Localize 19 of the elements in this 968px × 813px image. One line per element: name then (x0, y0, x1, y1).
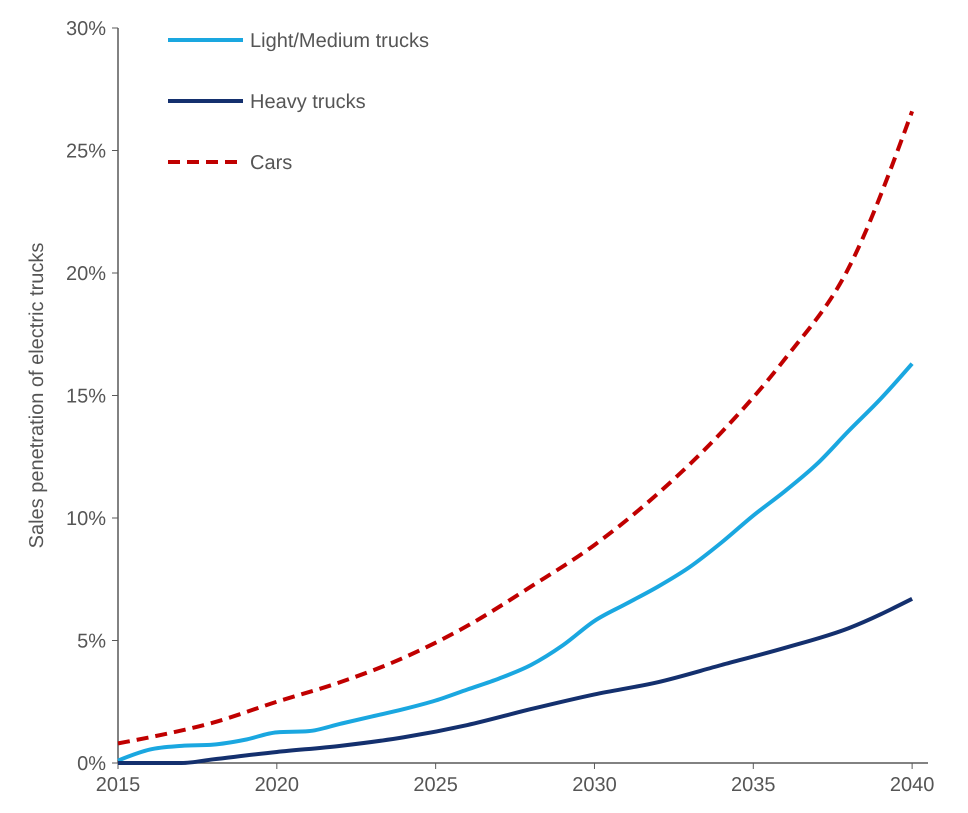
y-tick-label: 0% (77, 753, 106, 775)
line-series (116, 596, 914, 765)
y-tick-label: 25% (66, 140, 106, 162)
x-tick-label: 2040 (890, 774, 934, 796)
y-tick-label: 10% (66, 508, 106, 530)
x-tick-label: 2020 (254, 774, 300, 796)
y-tick-label: 15% (66, 386, 106, 408)
legend-label: Heavy trucks (250, 91, 366, 113)
x-tick-label: 2025 (413, 774, 458, 796)
x-tick-label: 2035 (731, 774, 776, 796)
legend-label: Cars (250, 152, 292, 174)
y-axis-title: Sales penetration of electric trucks (26, 242, 48, 548)
legend-label: Light/Medium trucks (250, 30, 429, 52)
y-tick-label: 5% (77, 630, 106, 652)
y-tick-label: 20% (66, 263, 106, 285)
x-tick-label: 2030 (572, 774, 617, 796)
y-tick-label: 30% (66, 18, 106, 40)
line-series (116, 362, 914, 763)
x-tick-label: 2015 (96, 774, 140, 796)
